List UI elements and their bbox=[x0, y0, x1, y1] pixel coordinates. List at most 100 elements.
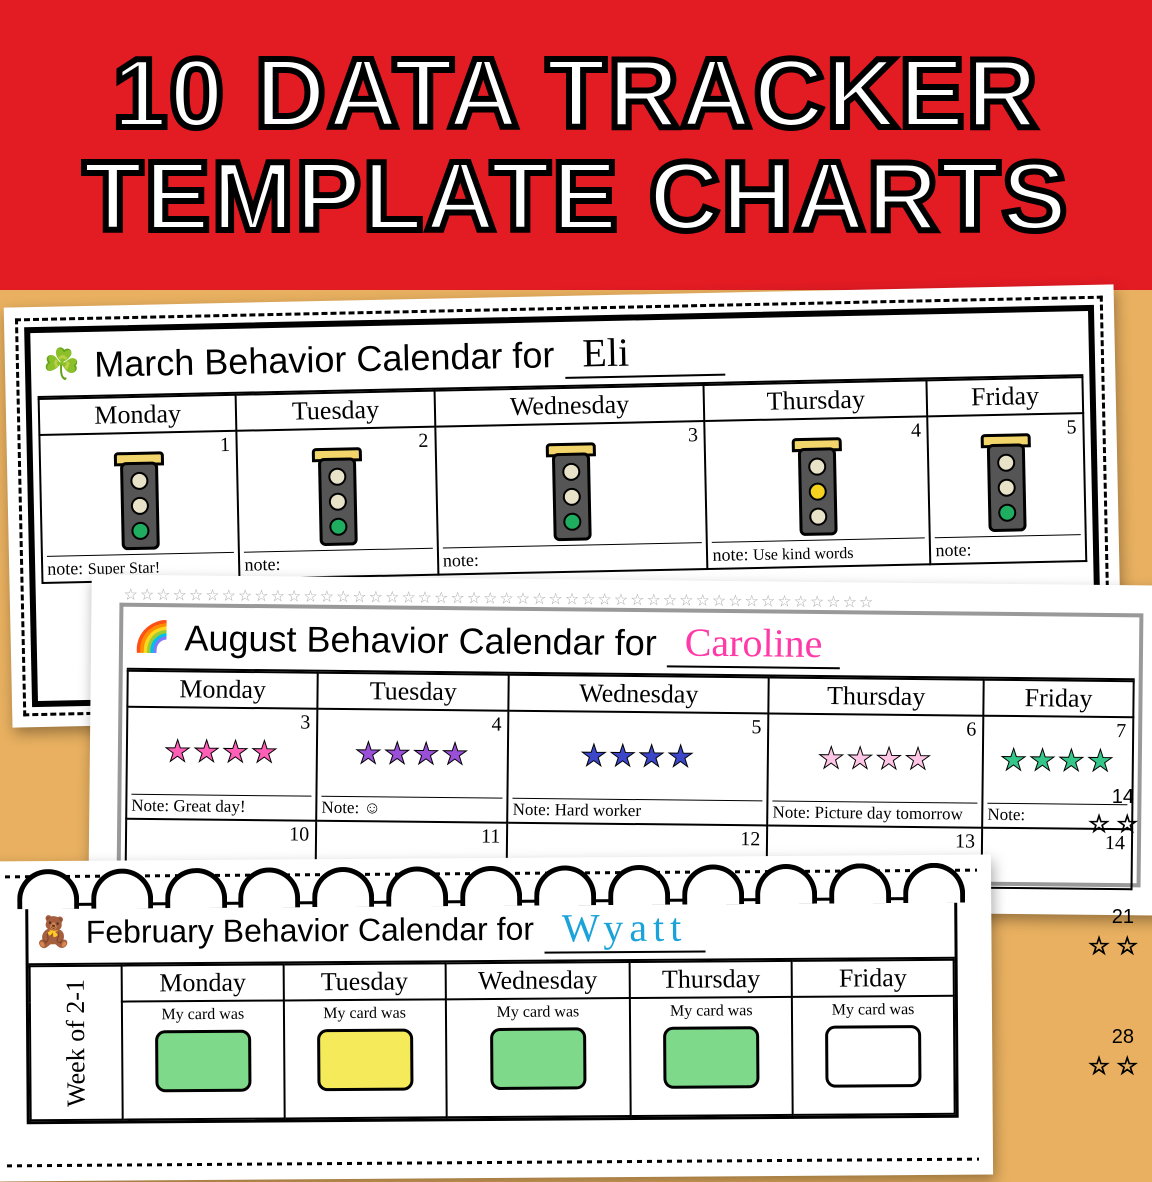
march-day-cell: 4 note: Use kind words bbox=[705, 416, 931, 569]
august-day-cell: 5★★★★ Note: Hard worker bbox=[508, 711, 769, 826]
feb-calendar-table: Week of 2-1 Monday Tuesday Wednesday Thu… bbox=[29, 959, 956, 1121]
day-number: 5 bbox=[751, 716, 761, 739]
day-header: Wednesday bbox=[445, 962, 630, 999]
march-student-name: Eli bbox=[564, 327, 725, 379]
feb-student-name: Wyatt bbox=[544, 904, 706, 954]
card-label: My card was bbox=[289, 1004, 441, 1023]
shamrock-icon: ☘️ bbox=[43, 347, 81, 383]
day-number: 10 bbox=[289, 823, 309, 846]
day-header: Friday bbox=[792, 960, 954, 997]
note-row: Note: Great day! bbox=[131, 794, 311, 818]
traffic-light-icon bbox=[543, 442, 599, 541]
august-overflow-num-28: 28 bbox=[1112, 1026, 1134, 1049]
august-overflow-num-21: 21 bbox=[1112, 906, 1134, 929]
note-row: note: bbox=[443, 542, 703, 571]
march-week-row: 1note: Super Star! 2 note: 3 note: 4 note: U… bbox=[39, 413, 1086, 583]
day-header: Tuesday bbox=[318, 673, 510, 711]
day-header: Tuesday bbox=[236, 391, 435, 431]
day-header: Monday bbox=[122, 964, 284, 1001]
feb-day-cell: My card was bbox=[630, 997, 793, 1116]
day-number: 7 bbox=[1116, 720, 1126, 743]
day-number: 3 bbox=[688, 424, 698, 447]
day-header: Thursday bbox=[704, 380, 928, 421]
feb-week-row: My card was My card was My card was My card… bbox=[30, 996, 955, 1120]
note-row: note: bbox=[935, 534, 1081, 561]
day-number: 4 bbox=[911, 419, 921, 442]
day-header: Wednesday bbox=[434, 385, 704, 427]
color-card bbox=[490, 1027, 586, 1090]
august-title-row: 🌈 August Behavior Calendar for Caroline bbox=[127, 611, 1136, 681]
traffic-light-icon bbox=[790, 437, 846, 536]
note-row: Note: Hard worker bbox=[513, 798, 763, 823]
march-day-cell: 1note: Super Star! bbox=[39, 431, 239, 583]
day-header: Thursday bbox=[630, 961, 792, 998]
bear-icon: 🧸 bbox=[34, 915, 72, 950]
march-title-text: March Behavior Calendar for bbox=[94, 334, 555, 386]
color-card bbox=[317, 1029, 413, 1092]
day-number: 3 bbox=[300, 712, 310, 735]
august-day-cell: 4★★★★ Note: ☺ bbox=[316, 709, 508, 823]
star-rating: ★★★★ bbox=[318, 736, 508, 773]
star-rating: ★★★★ bbox=[984, 743, 1132, 780]
banner-line-1: 10 Data Tracker bbox=[113, 42, 1040, 145]
traffic-light-icon bbox=[979, 433, 1035, 532]
february-sheet: 🧸 February Behavior Calendar for Wyatt W… bbox=[0, 855, 993, 1182]
august-overflow-stars-3: ☆ ☆ bbox=[1088, 1052, 1138, 1081]
star-rating: ★★★★ bbox=[128, 734, 316, 771]
star-rating: ★★★★ bbox=[769, 740, 982, 777]
note-row: Note: Picture day tomorrow bbox=[772, 800, 977, 824]
color-card bbox=[155, 1030, 251, 1093]
card-label: My card was bbox=[450, 1003, 625, 1022]
day-number: 4 bbox=[491, 714, 501, 737]
card-label: My card was bbox=[797, 1001, 949, 1020]
card-label: My card was bbox=[635, 1002, 787, 1021]
card-label: My card was bbox=[127, 1005, 279, 1024]
march-day-cell: 5 note: bbox=[928, 413, 1087, 564]
color-card bbox=[663, 1026, 759, 1089]
traffic-light-icon bbox=[111, 451, 167, 550]
star-rating: ★★★★ bbox=[509, 738, 767, 776]
august-day-cell: 3★★★★ Note: Great day! bbox=[126, 707, 317, 821]
feb-title-row: 🧸 February Behavior Calendar for Wyatt bbox=[28, 900, 954, 965]
day-number: 1 bbox=[220, 434, 230, 457]
traffic-light-icon bbox=[309, 447, 365, 546]
feb-title-text: February Behavior Calendar for bbox=[86, 911, 534, 951]
day-header: Friday bbox=[983, 680, 1133, 718]
title-banner: 10 Data Tracker Template Charts bbox=[0, 0, 1152, 290]
august-overflow-stars: ☆ ☆ bbox=[1088, 810, 1138, 839]
august-week1-row: 3★★★★Note: Great day!4★★★★Note: ☺5★★★★No… bbox=[126, 707, 1133, 830]
august-overflow-stars-2: ☆ ☆ bbox=[1088, 932, 1138, 961]
day-header: Wednesday bbox=[509, 675, 769, 714]
march-calendar-table: Monday Tuesday Wednesday Thursday Friday… bbox=[38, 376, 1088, 584]
august-overflow-num-14: 14 bbox=[1112, 786, 1134, 809]
color-card bbox=[825, 1025, 921, 1088]
feb-scallop-border bbox=[11, 863, 971, 910]
day-number: 13 bbox=[955, 830, 975, 853]
note-row: note: Use kind words bbox=[712, 537, 925, 565]
march-day-cell: 2 note: bbox=[237, 427, 438, 579]
feb-day-cell: My card was bbox=[445, 998, 631, 1117]
day-number: 2 bbox=[418, 430, 428, 453]
day-number: 5 bbox=[1066, 416, 1076, 439]
august-student-name: Caroline bbox=[666, 618, 840, 669]
feb-day-cell: My card was bbox=[284, 999, 447, 1118]
day-header: Tuesday bbox=[283, 963, 445, 1000]
feb-day-cell: My card was bbox=[122, 1000, 285, 1119]
day-header: Thursday bbox=[769, 677, 984, 715]
worksheet-stage: ☘️ March Behavior Calendar for Eli Monda… bbox=[0, 290, 1152, 1152]
day-header: Monday bbox=[127, 671, 318, 709]
feb-week-label: Week of 2-1 bbox=[30, 966, 123, 1121]
day-number: 12 bbox=[740, 828, 760, 851]
day-number: 11 bbox=[481, 825, 501, 848]
day-number: 6 bbox=[966, 719, 976, 742]
rainbow-icon: 🌈 bbox=[133, 620, 171, 655]
note-row: Note: ☺ bbox=[321, 796, 502, 820]
march-day-cell: 3 note: bbox=[435, 421, 708, 575]
august-day-cell: 6★★★★ Note: Picture day tomorrow bbox=[767, 713, 983, 827]
august-title-text: August Behavior Calendar for bbox=[184, 617, 657, 664]
feb-day-cell: My card was bbox=[792, 996, 955, 1115]
day-header: Friday bbox=[927, 377, 1083, 416]
day-header: Monday bbox=[39, 395, 237, 435]
note-row: note: bbox=[244, 548, 433, 576]
banner-line-2: Template Charts bbox=[83, 145, 1069, 248]
